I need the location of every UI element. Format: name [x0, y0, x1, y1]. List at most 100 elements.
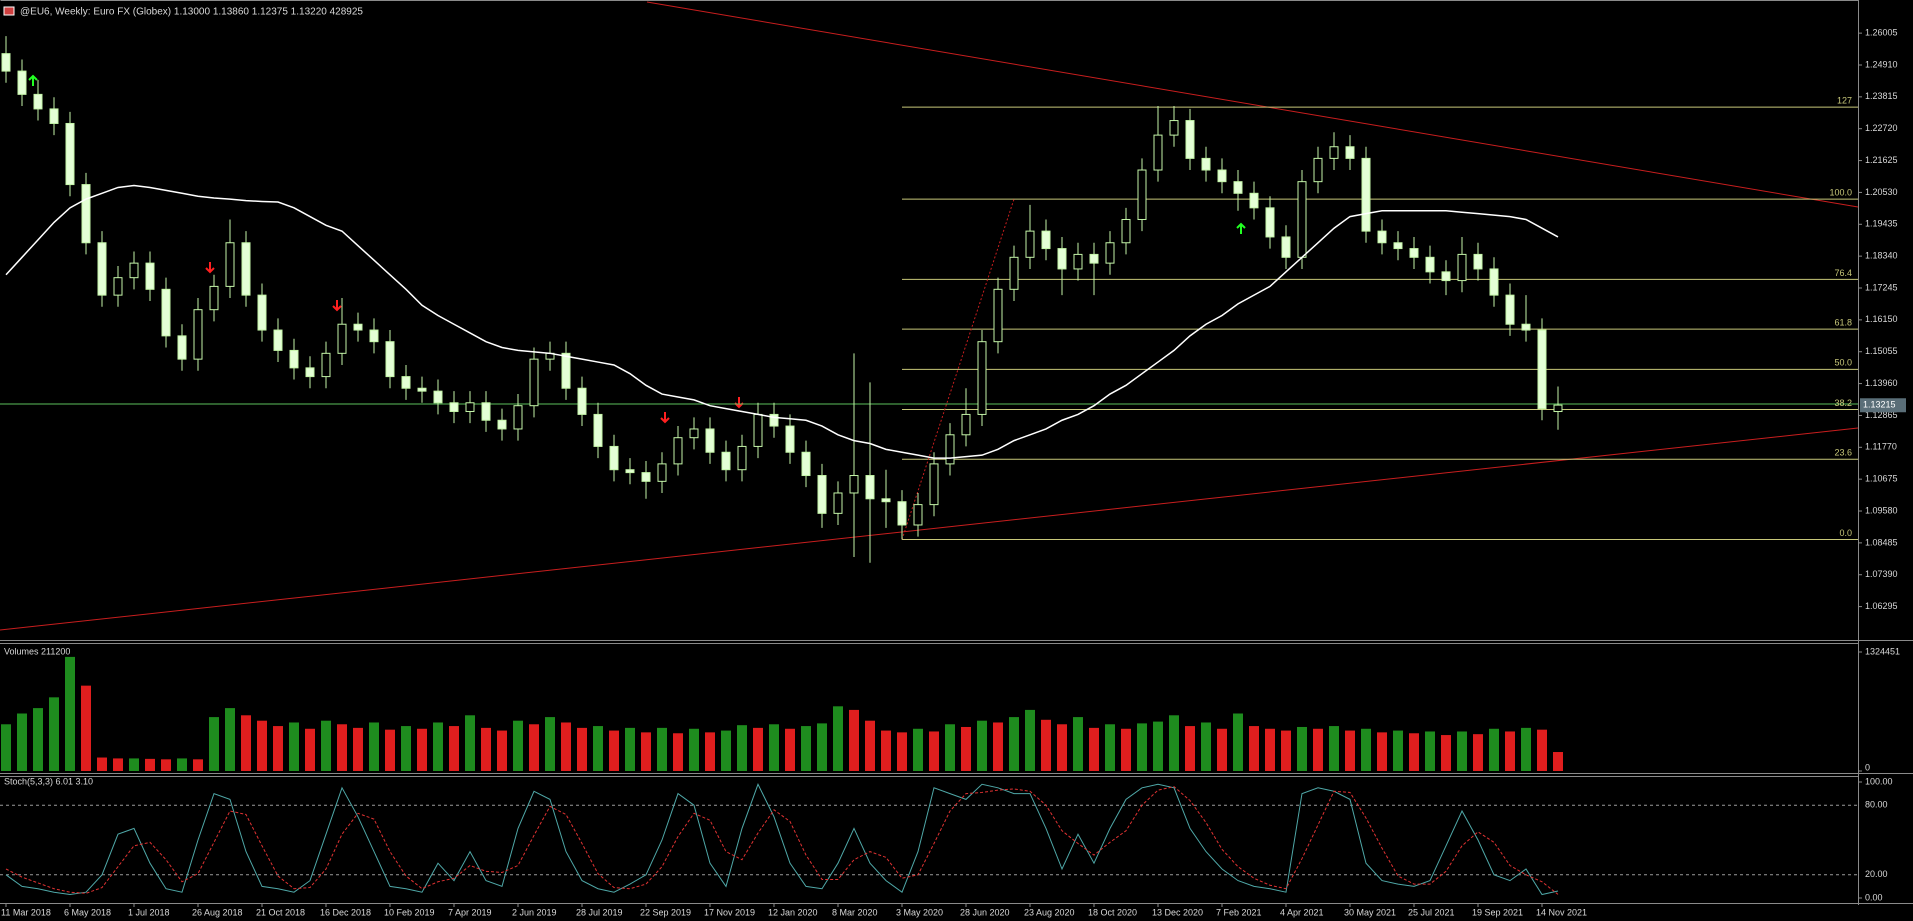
- volume-bar: [1057, 724, 1067, 771]
- volume-bar: [641, 732, 651, 771]
- x-tick-label: 10 Feb 2019: [384, 907, 435, 917]
- y-tick-label: 1.06295: [1865, 601, 1898, 611]
- buy-arrow: [1236, 222, 1246, 234]
- volume-bar: [401, 726, 411, 771]
- y-tick-label: 1.07390: [1865, 569, 1898, 579]
- volume-bar: [353, 727, 363, 771]
- volume-bar: [321, 720, 331, 771]
- volume-bar: [1201, 722, 1211, 771]
- candle-body: [257, 294, 267, 331]
- y-tick-label: 0.00: [1865, 892, 1883, 902]
- candle-body: [497, 419, 507, 430]
- candle-body: [1393, 242, 1403, 250]
- candle-body: [97, 242, 107, 296]
- panel-title: Volumes 211200: [4, 646, 70, 656]
- candle-body: [241, 242, 251, 296]
- candle-body: [1441, 271, 1451, 282]
- volume-bar: [81, 685, 91, 771]
- candle-body: [881, 498, 891, 503]
- candle-body: [177, 335, 187, 360]
- candle-body: [801, 451, 811, 477]
- volume-bar: [1505, 731, 1515, 771]
- volume-bar: [801, 726, 811, 771]
- volume-bar: [977, 720, 987, 771]
- volume-bar: [849, 709, 859, 771]
- x-tick-label: 30 May 2021: [1344, 907, 1396, 917]
- x-tick-label: 4 Apr 2021: [1280, 907, 1324, 917]
- candle-body: [657, 463, 667, 482]
- candle-body: [897, 501, 907, 526]
- candle-body: [625, 469, 635, 474]
- volume-bar: [1089, 727, 1099, 771]
- y-tick-label: 1.16150: [1865, 314, 1898, 324]
- fib-label: 61.8: [1834, 318, 1852, 328]
- y-tick-label: 1.19435: [1865, 219, 1898, 229]
- volume-bar: [385, 729, 395, 771]
- fib-label: 100.0: [1829, 187, 1852, 197]
- candle-body: [337, 323, 347, 354]
- y-tick-label: 1.20530: [1865, 187, 1898, 197]
- candle-body: [401, 376, 411, 389]
- candle-body: [785, 425, 795, 453]
- candle-body: [961, 413, 971, 436]
- y-tick-label: 1.21625: [1865, 155, 1898, 165]
- volume-bar: [1345, 730, 1355, 771]
- candle-body: [513, 405, 523, 430]
- volume-bar: [1025, 709, 1035, 771]
- candle-body: [1313, 157, 1323, 183]
- volume-bar: [177, 758, 187, 771]
- candle-body: [833, 492, 843, 514]
- candle-body: [721, 451, 731, 471]
- x-tick-label: 22 Sep 2019: [640, 907, 691, 917]
- volume-bar: [497, 730, 507, 771]
- x-tick-label: 1 Jul 2018: [128, 907, 170, 917]
- fib-label: 0.0: [1839, 528, 1852, 538]
- volume-bar: [1361, 728, 1371, 771]
- x-tick-label: 23 Aug 2020: [1024, 907, 1075, 917]
- x-tick-label: 7 Feb 2021: [1216, 907, 1262, 917]
- volume-bar: [337, 724, 347, 771]
- candle-body: [1473, 253, 1483, 270]
- volume-bar: [1409, 733, 1419, 771]
- y-tick-label: 1.22720: [1865, 123, 1898, 133]
- volume-bar: [17, 713, 27, 771]
- candle-body: [1041, 230, 1051, 250]
- volume-bar: [705, 732, 715, 771]
- volume-bar: [1169, 715, 1179, 771]
- candle-body: [769, 413, 779, 427]
- volume-bar: [1249, 726, 1259, 771]
- candle-body: [1265, 207, 1275, 238]
- x-tick-label: 7 Apr 2019: [448, 907, 492, 917]
- volume-bar: [1473, 734, 1483, 771]
- volume-bar: [161, 759, 171, 771]
- x-tick-label: 25 Jul 2021: [1408, 907, 1455, 917]
- candle-body: [977, 341, 987, 415]
- sell-arrow: [205, 262, 215, 274]
- buy-arrow: [28, 74, 38, 86]
- last-price-label: 1.13215: [1863, 400, 1896, 410]
- chart-title: @EU6, Weekly: Euro FX (Globex) 1.13000 1…: [20, 7, 363, 18]
- volume-bar: [305, 728, 315, 771]
- volume-bar: [417, 728, 427, 771]
- volume-bar: [737, 725, 747, 771]
- y-tick-label: 80.00: [1865, 800, 1888, 810]
- candle-body: [481, 402, 491, 421]
- candle-body: [1169, 120, 1179, 136]
- candle-body: [1121, 218, 1131, 244]
- candle-body: [1297, 181, 1307, 258]
- x-tick-label: 6 May 2018: [64, 907, 111, 917]
- candle-body: [209, 285, 219, 311]
- y-tick-label: 1.11770: [1865, 442, 1897, 452]
- volume-bar: [113, 758, 123, 771]
- volume-bar: [1425, 731, 1435, 771]
- y-tick-label: 1.09580: [1865, 505, 1898, 515]
- y-tick-label: 1324451: [1865, 646, 1900, 656]
- volume-bar: [657, 727, 667, 771]
- x-tick-label: 11 Mar 2018: [1, 907, 51, 917]
- x-tick-label: 17 Nov 2019: [704, 907, 755, 917]
- candle-body: [81, 184, 91, 244]
- volume-bar: [1329, 726, 1339, 771]
- volume-bar: [273, 726, 283, 771]
- x-tick-label: 12 Jan 2020: [768, 907, 818, 917]
